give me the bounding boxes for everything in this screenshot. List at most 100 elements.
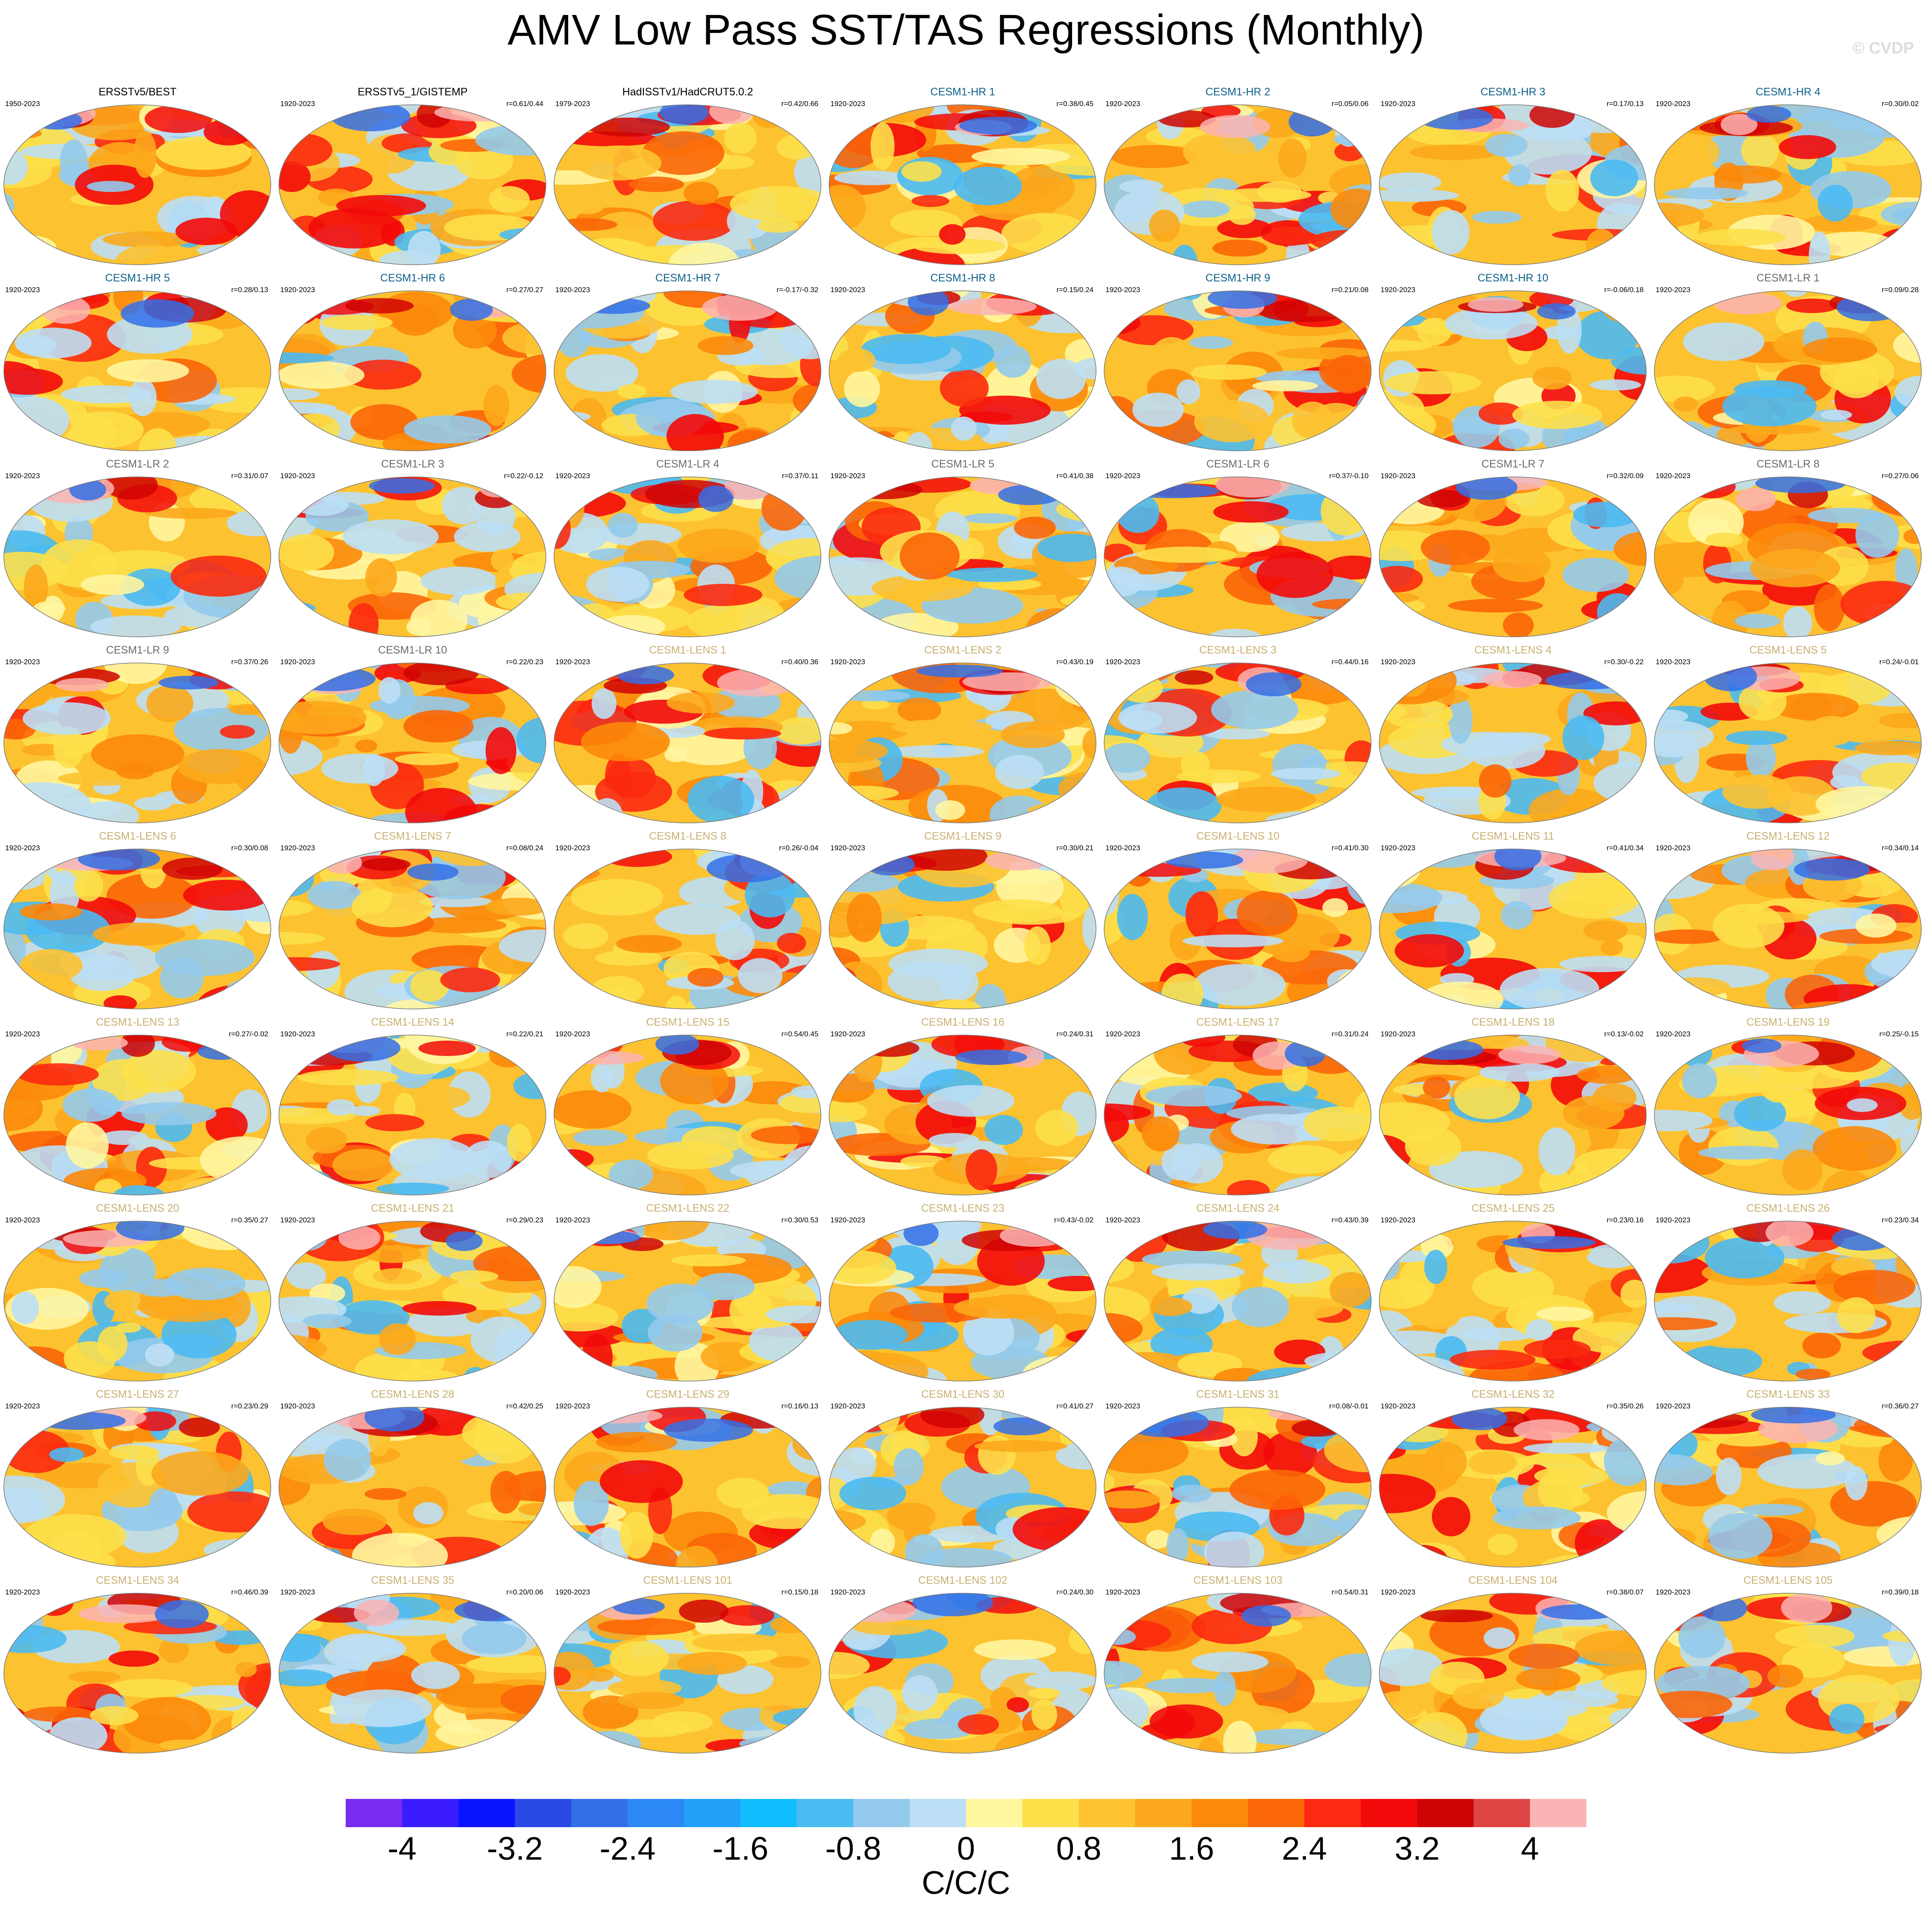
panel-title: CESM1-HR 1 bbox=[930, 86, 996, 98]
map-panel: CESM1-LR 7 1920-2023 r=0.32/0.09 bbox=[1375, 458, 1650, 639]
regression-map bbox=[279, 1407, 546, 1568]
panel-correlation: r=0.30/0.02 bbox=[1882, 100, 1919, 108]
panel-correlation: r=0.32/0.09 bbox=[1606, 472, 1644, 480]
panel-years: 1920-2023 bbox=[555, 658, 590, 666]
panel-correlation: r=0.28/0.13 bbox=[231, 286, 269, 294]
panel-years: 1920-2023 bbox=[1105, 472, 1141, 480]
panel-correlation: r=0.36/0.27 bbox=[1882, 1402, 1919, 1410]
panel-years: 1920-2023 bbox=[1656, 286, 1691, 294]
panel-correlation: r=0.38/0.45 bbox=[1056, 100, 1094, 108]
panel-years: 1920-2023 bbox=[5, 286, 40, 294]
panel-title: CESM1-LENS 1 bbox=[649, 644, 726, 656]
regression-map bbox=[3, 476, 271, 637]
panel-correlation: r=-0.17/-0.32 bbox=[776, 286, 818, 294]
colorbar-swatch bbox=[740, 1799, 797, 1827]
panel-years: 1920-2023 bbox=[280, 1216, 315, 1224]
regression-map bbox=[1654, 290, 1922, 451]
colorbar-swatch bbox=[966, 1799, 1023, 1827]
colorbar bbox=[346, 1799, 1586, 1827]
map-panel: CESM1-LENS 11 1920-2023 r=0.41/0.34 bbox=[1375, 830, 1650, 1012]
panel-correlation: r=0.46/0.39 bbox=[231, 1588, 269, 1596]
panel-title: CESM1-LR 8 bbox=[1756, 458, 1820, 470]
regression-map bbox=[1654, 849, 1922, 1009]
panel-correlation: r=0.15/0.24 bbox=[1056, 286, 1094, 294]
regression-map bbox=[829, 849, 1096, 1009]
panel-title: CESM1-LENS 103 bbox=[1193, 1574, 1283, 1586]
regression-map bbox=[279, 1035, 546, 1195]
colorbar-tick-label: -2.4 bbox=[599, 1831, 656, 1867]
panel-years: 1920-2023 bbox=[830, 1402, 865, 1410]
panel-years: 1920-2023 bbox=[280, 1588, 315, 1596]
panel-correlation: r=0.22/-0.12 bbox=[504, 472, 543, 480]
map-panel: CESM1-LENS 105 1920-2023 r=0.39/0.18 bbox=[1650, 1574, 1926, 1756]
panel-title: CESM1-LENS 8 bbox=[649, 830, 726, 842]
panel-correlation: r=0.08/-0.01 bbox=[1329, 1402, 1369, 1410]
colorbar-swatch bbox=[458, 1799, 515, 1827]
panel-correlation: r=0.41/0.34 bbox=[1606, 844, 1644, 852]
panel-correlation: r=0.31/0.07 bbox=[231, 472, 269, 480]
map-panel: CESM1-HR 6 1920-2023 r=0.27/0.27 bbox=[275, 272, 550, 453]
colorbar-tick-label: -3.2 bbox=[486, 1831, 543, 1867]
panel-correlation: r=0.37/-0.10 bbox=[1329, 472, 1369, 480]
map-panel: CESM1-LENS 8 1920-2023 r=0.26/-0.04 bbox=[550, 830, 825, 1012]
map-panel: CESM1-LR 4 1920-2023 r=0.37/0.11 bbox=[550, 458, 825, 639]
colorbar-tick-label: 4 bbox=[1521, 1831, 1539, 1867]
panel-years: 1920-2023 bbox=[5, 844, 40, 852]
regression-map bbox=[1379, 1221, 1647, 1381]
panel-title: CESM1-LENS 15 bbox=[646, 1016, 729, 1028]
map-panel: CESM1-LENS 4 1920-2023 r=0.30/-0.22 bbox=[1375, 644, 1650, 825]
panel-years: 1920-2023 bbox=[1105, 1216, 1141, 1224]
panel-correlation: r=0.26/-0.04 bbox=[779, 844, 818, 852]
map-panel: CESM1-LENS 34 1920-2023 r=0.46/0.39 bbox=[0, 1574, 275, 1756]
panel-years: 1920-2023 bbox=[830, 286, 865, 294]
panel-title: CESM1-LENS 24 bbox=[1196, 1202, 1280, 1214]
panel-years: 1920-2023 bbox=[1656, 844, 1691, 852]
panel-years: 1920-2023 bbox=[830, 658, 865, 666]
panel-years: 1920-2023 bbox=[830, 1030, 865, 1038]
panel-years: 1950-2023 bbox=[5, 100, 40, 108]
colorbar-swatch bbox=[1417, 1799, 1474, 1827]
panel-title: CESM1-LENS 16 bbox=[921, 1016, 1005, 1028]
map-panel: CESM1-HR 9 1920-2023 r=0.21/0.08 bbox=[1100, 272, 1375, 453]
panel-years: 1920-2023 bbox=[1656, 472, 1691, 480]
regression-map bbox=[1104, 663, 1372, 823]
panel-years: 1920-2023 bbox=[1381, 1030, 1416, 1038]
regression-map bbox=[1379, 476, 1647, 637]
panel-title: CESM1-HR 5 bbox=[105, 272, 170, 284]
panel-title: CESM1-LR 5 bbox=[931, 458, 995, 470]
regression-map bbox=[1654, 476, 1922, 637]
panel-years: 1920-2023 bbox=[1381, 286, 1416, 294]
panel-correlation: r=0.16/0.13 bbox=[781, 1402, 819, 1410]
colorbar-tick-label: 3.2 bbox=[1394, 1831, 1440, 1867]
panel-title: CESM1-HR 6 bbox=[380, 272, 445, 284]
panel-years: 1920-2023 bbox=[280, 286, 315, 294]
panel-title: CESM1-LENS 105 bbox=[1743, 1574, 1833, 1586]
panel-years: 1920-2023 bbox=[555, 472, 590, 480]
regression-map bbox=[1104, 1035, 1372, 1195]
colorbar-swatch bbox=[797, 1799, 853, 1827]
panel-correlation: r=0.30/0.53 bbox=[781, 1216, 819, 1224]
map-panel: ERSSTv5_1/GISTEMP 1920-2023 r=0.61/0.44 bbox=[275, 86, 550, 267]
panel-title: CESM1-LR 6 bbox=[1206, 458, 1270, 470]
panel-correlation: r=0.09/0.28 bbox=[1882, 286, 1919, 294]
regression-map bbox=[1379, 104, 1647, 265]
regression-map bbox=[279, 1221, 546, 1381]
regression-map bbox=[554, 1593, 821, 1754]
panel-years: 1920-2023 bbox=[5, 658, 40, 666]
map-panel: CESM1-LENS 18 1920-2023 r=0.13/-0.02 bbox=[1375, 1016, 1650, 1198]
panel-correlation: r=0.27/0.06 bbox=[1882, 472, 1919, 480]
regression-map bbox=[554, 1035, 821, 1195]
map-panel: CESM1-HR 5 1920-2023 r=0.28/0.13 bbox=[0, 272, 275, 453]
panel-title: CESM1-LENS 25 bbox=[1471, 1202, 1555, 1214]
regression-map bbox=[3, 849, 271, 1009]
panel-years: 1920-2023 bbox=[1656, 658, 1691, 666]
panel-years: 1920-2023 bbox=[1381, 1402, 1416, 1410]
panel-title: CESM1-LENS 101 bbox=[643, 1574, 732, 1586]
panel-correlation: r=0.54/0.31 bbox=[1331, 1588, 1369, 1596]
panel-title: CESM1-LENS 30 bbox=[921, 1388, 1005, 1400]
map-panel: CESM1-LENS 23 1920-2023 r=0.43/-0.02 bbox=[825, 1202, 1100, 1384]
panel-title: CESM1-LENS 11 bbox=[1472, 830, 1554, 842]
map-panel: CESM1-LR 9 1920-2023 r=0.37/0.26 bbox=[0, 644, 275, 825]
map-panel: CESM1-LENS 27 1920-2023 r=0.23/0.29 bbox=[0, 1388, 275, 1570]
regression-map bbox=[3, 290, 271, 451]
